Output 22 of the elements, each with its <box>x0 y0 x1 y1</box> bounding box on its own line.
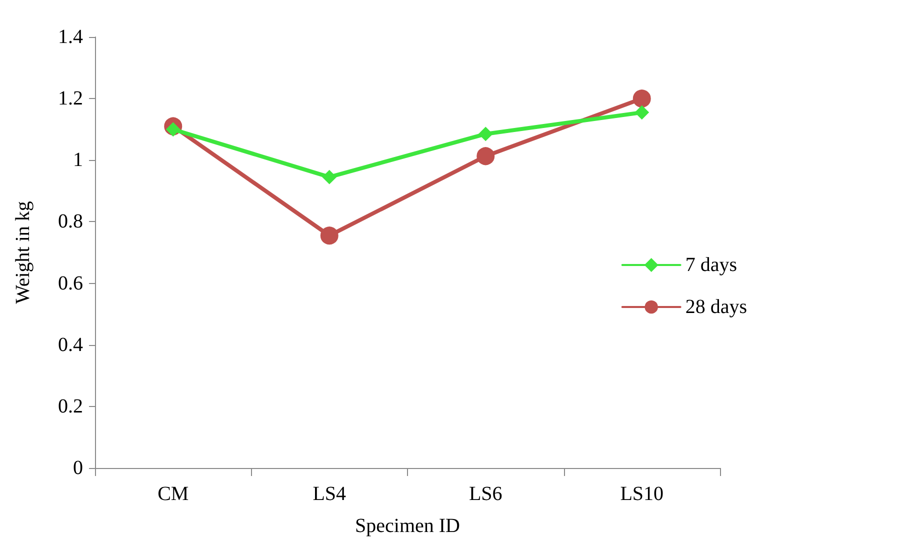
y-tick-label: 1.2 <box>58 88 83 110</box>
x-tick-label: CM <box>158 483 189 505</box>
point <box>478 126 493 141</box>
y-tick-label: 1 <box>73 149 83 172</box>
y-tick-label: 0.8 <box>58 210 83 233</box>
point <box>476 147 495 166</box>
y-axis-title: Weight in kg <box>12 201 34 304</box>
y-tick-label: 0.6 <box>58 272 83 294</box>
x-tick-label: LS4 <box>312 483 346 505</box>
y-tick-label: 0.2 <box>58 395 83 418</box>
point <box>634 105 649 120</box>
x-tick-label: LS6 <box>468 483 502 505</box>
point <box>322 170 336 184</box>
x-tick-label: LS10 <box>620 483 664 505</box>
y-tick-label: 1.4 <box>58 26 83 48</box>
point <box>320 226 338 245</box>
legend-label: 7 days <box>685 254 738 276</box>
point <box>632 90 651 108</box>
y-tick-label: 0 <box>73 457 83 479</box>
y-tick-label: 0.4 <box>58 334 83 356</box>
x-axis-title: Specimen ID <box>355 515 460 537</box>
legend-label: 28 days <box>685 296 748 318</box>
